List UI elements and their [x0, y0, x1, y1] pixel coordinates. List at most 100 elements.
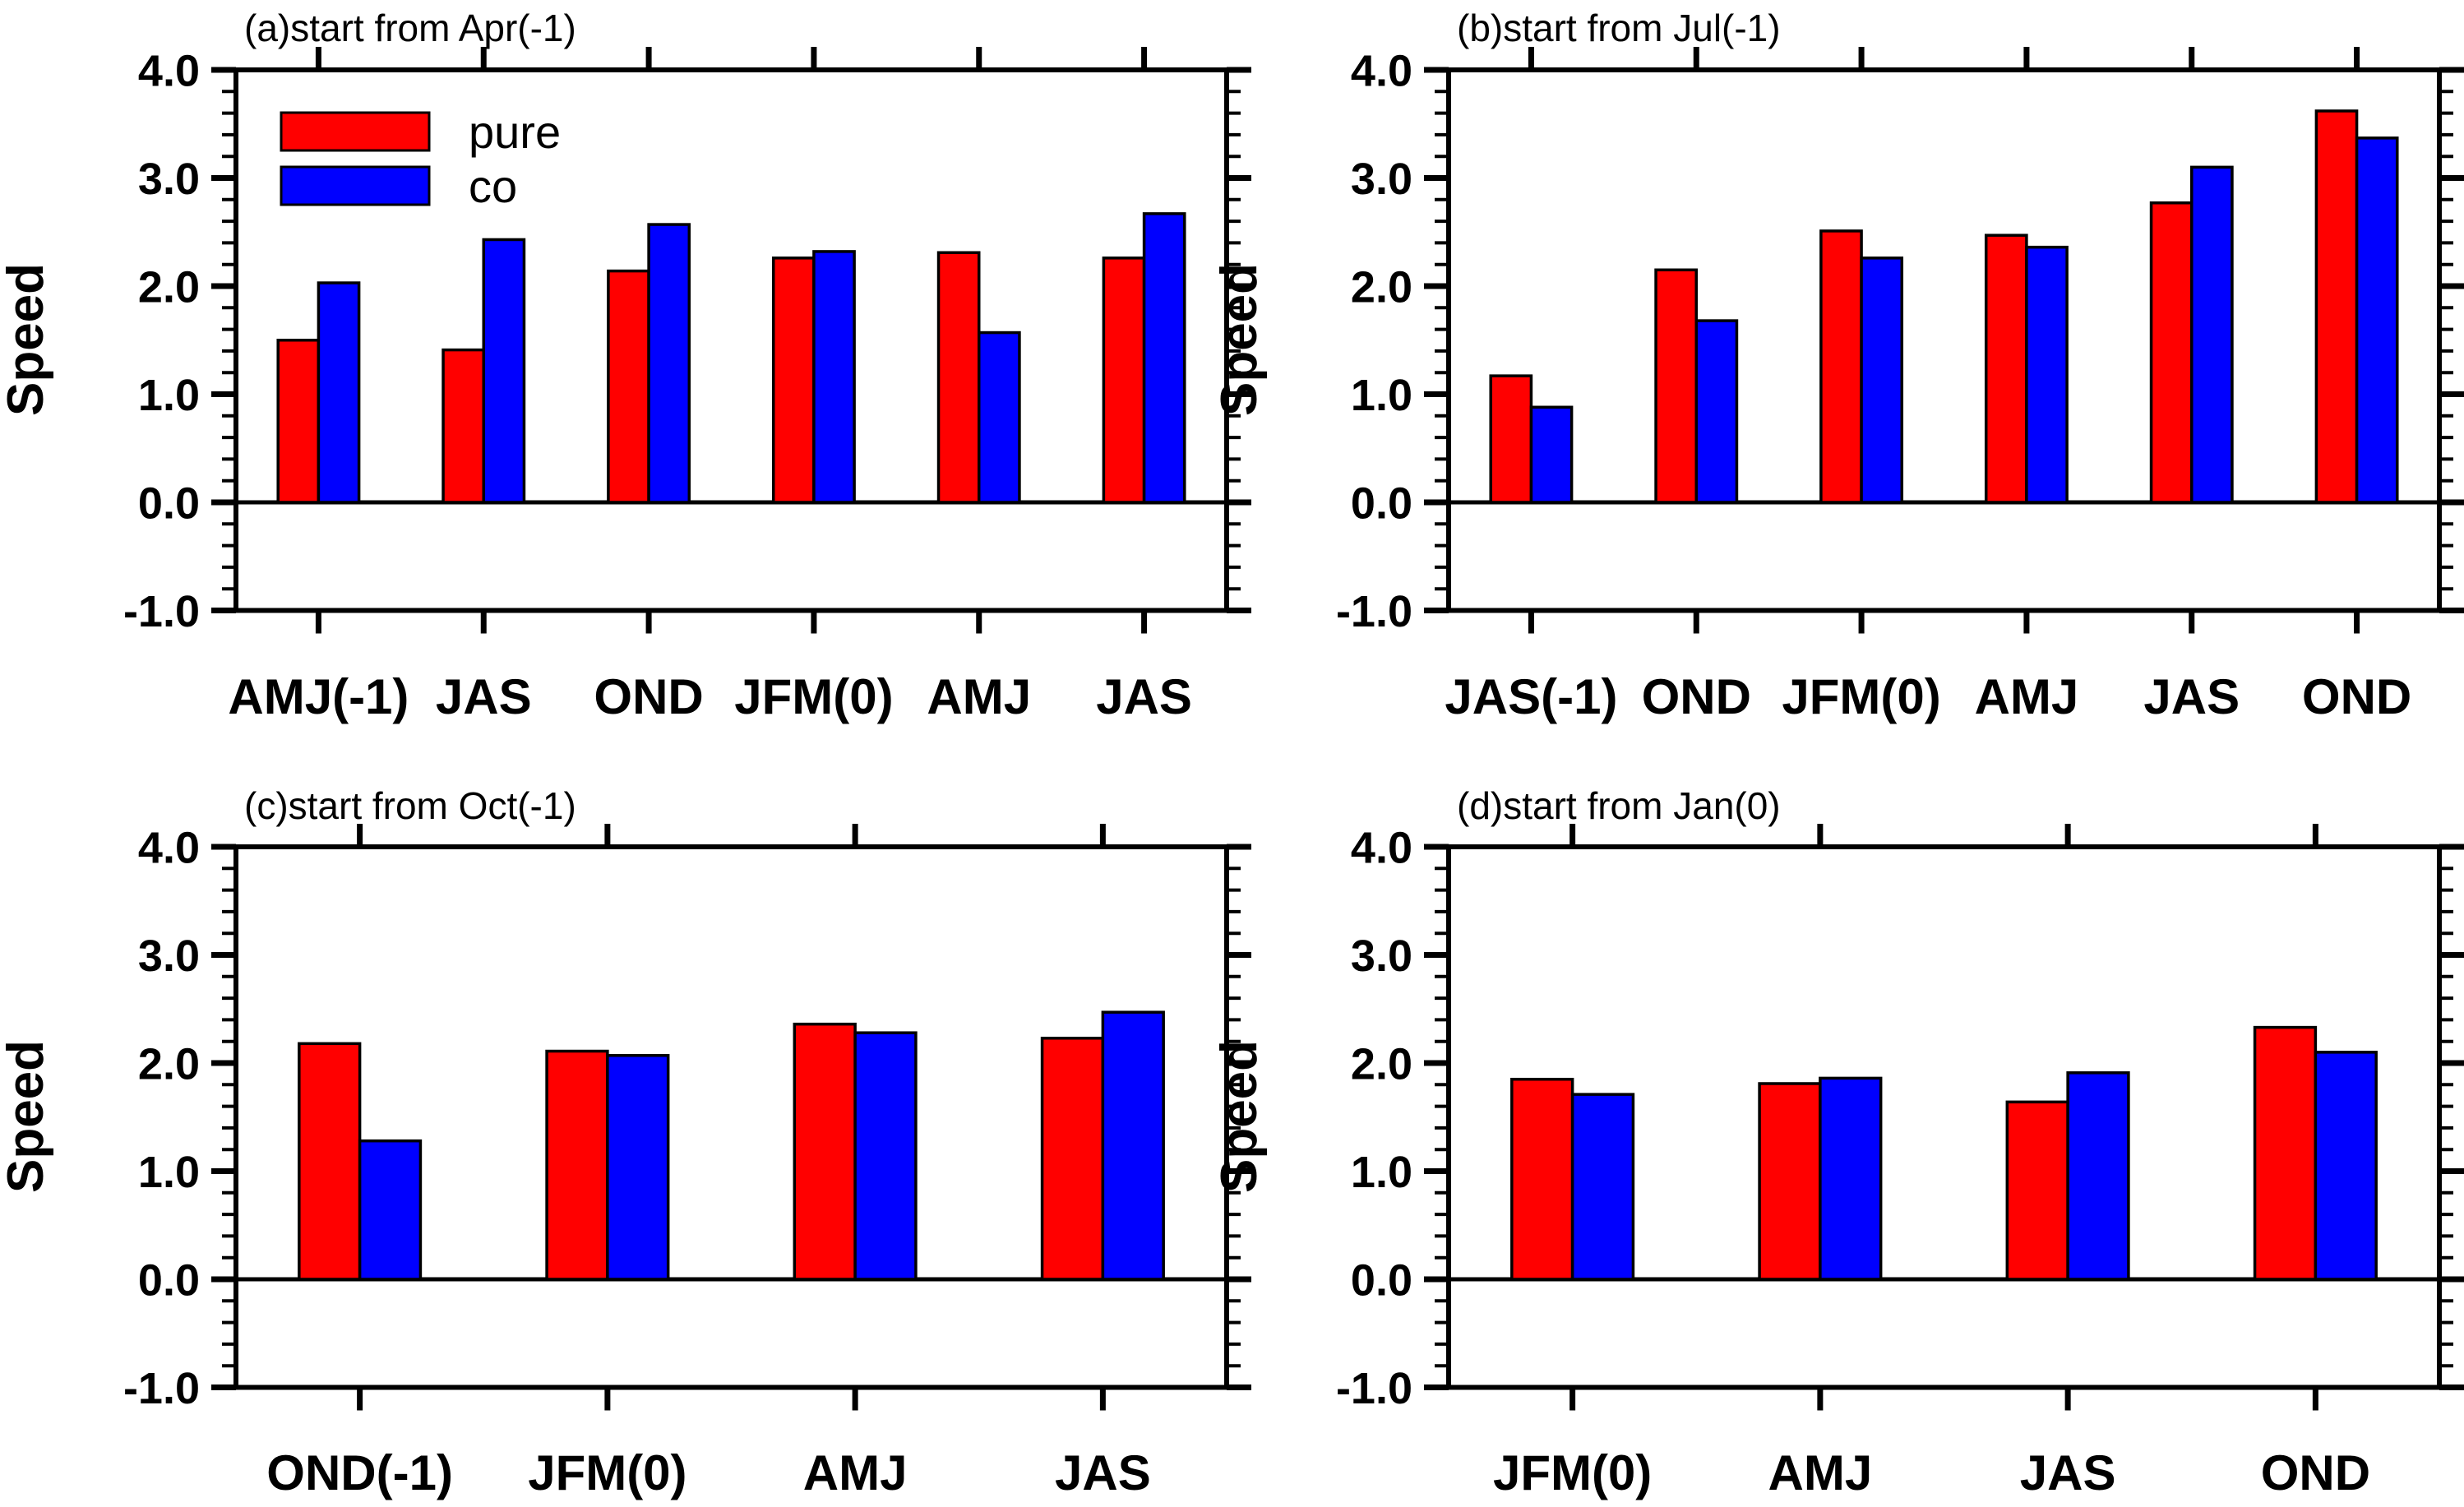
- panel-d-title: (d)start from Jan(0): [1457, 784, 1781, 827]
- y-tick-label: 1.0: [1351, 1148, 1412, 1197]
- bar-co-OND: [647, 223, 691, 504]
- bar-pure-AMJ: [1758, 1082, 1822, 1281]
- y-tick-label: 4.0: [138, 823, 200, 872]
- x-category-label: JFM(0): [1493, 1445, 1652, 1500]
- bar-co-AMJ: [1819, 1076, 1883, 1281]
- y-tick-label: 0.0: [138, 1255, 200, 1305]
- bar-co-AMJ: [853, 1031, 918, 1281]
- bar-co-AMJ(-1): [317, 281, 361, 504]
- panel-a-title: (a)start from Apr(-1): [244, 7, 576, 49]
- bar-co-OND: [2314, 1051, 2378, 1281]
- bar-co-AMJ: [2025, 245, 2069, 504]
- y-tick-label: -1.0: [1336, 587, 1412, 636]
- y-axis-label: Speed: [1211, 1040, 1268, 1193]
- y-tick-label: 2.0: [1351, 262, 1412, 312]
- bar-pure-OND: [2253, 1025, 2318, 1281]
- y-tick-label: 1.0: [138, 1148, 200, 1197]
- y-tick-label: 0.0: [1351, 478, 1412, 528]
- x-category-label: AMJ: [927, 669, 1031, 724]
- x-category-label: AMJ: [1768, 1445, 1873, 1500]
- y-tick-label: 2.0: [138, 1039, 200, 1089]
- x-category-label: JAS(-1): [1445, 669, 1617, 724]
- panel-c-title: (c)start from Oct(-1): [244, 784, 576, 827]
- bar-co-JFM(0): [1860, 257, 1904, 504]
- y-tick-label: 4.0: [1351, 46, 1412, 95]
- x-category-label: JFM(0): [734, 669, 893, 724]
- y-tick-label: 0.0: [138, 478, 200, 528]
- y-tick-label: 3.0: [1351, 155, 1412, 204]
- y-tick-label: 4.0: [138, 46, 200, 95]
- bar-co-AMJ: [978, 331, 1021, 504]
- panel-b-frame: [1446, 67, 2442, 613]
- y-tick-label: 3.0: [138, 155, 200, 204]
- x-category-label: JAS: [436, 669, 532, 724]
- bar-pure-JAS(-1): [1489, 374, 1533, 504]
- panel-a: (a)start from Apr(-1) 4.0 3.0 2.0 1.0 0.0 -1.0…: [0, 7, 1251, 724]
- bar-co-JFM(0): [606, 1054, 670, 1281]
- panel-a-frame: [233, 67, 1229, 613]
- y-tick-label: 1.0: [138, 371, 200, 420]
- y-tick-label: -1.0: [123, 587, 200, 636]
- x-category-label: AMJ: [1975, 669, 2079, 724]
- panel-d: (d)start from Jan(0) 4.0 3.0 2.0 1.0 0.0 -1.0 J…: [1211, 784, 2464, 1500]
- y-tick-label: 3.0: [138, 931, 200, 981]
- bar-pure-AMJ(-1): [276, 339, 321, 504]
- legend-label-co: co: [469, 160, 517, 212]
- y-tick-label: 4.0: [1351, 823, 1412, 872]
- y-axis-label: Speed: [0, 263, 54, 416]
- bar-pure-OND: [2314, 109, 2359, 504]
- bar-pure-JAS: [441, 348, 486, 504]
- bar-pure-JAS: [1040, 1037, 1105, 1281]
- y-axis-label: Speed: [1211, 263, 1268, 416]
- bar-co-JAS: [2190, 165, 2234, 504]
- y-tick-label: 1.0: [1351, 371, 1412, 420]
- bar-co-JAS: [1101, 1010, 1165, 1281]
- x-category-label: AMJ: [803, 1445, 908, 1500]
- bar-co-JAS: [482, 238, 526, 504]
- bar-pure-JAS: [1102, 257, 1146, 504]
- bar-co-JAS: [2066, 1071, 2130, 1281]
- bar-pure-OND: [607, 269, 650, 504]
- panel-c: (c)start from Oct(-1) 4.0 3.0 2.0 1.0 0.0 -1.0…: [0, 784, 1251, 1500]
- panel-d-frame: [1446, 844, 2442, 1390]
- x-category-label: JAS: [2020, 1445, 2116, 1500]
- bar-pure-JFM(0): [545, 1049, 609, 1281]
- y-tick-label: 2.0: [138, 262, 200, 312]
- legend-swatch-co: [280, 165, 431, 206]
- x-category-label: JAS: [1096, 669, 1192, 724]
- panel-b: (b)start from Jul(-1) 4.0 3.0 2.0 1.0 0.0 -1.0…: [1211, 7, 2464, 724]
- bar-pure-AMJ: [793, 1022, 857, 1281]
- y-axis-label: Speed: [0, 1040, 54, 1193]
- y-tick-label: 0.0: [1351, 1255, 1412, 1305]
- x-category-label: JFM(0): [528, 1445, 686, 1500]
- bar-pure-AMJ: [936, 251, 981, 504]
- bar-pure-JAS: [2149, 201, 2194, 504]
- x-category-label: OND: [2302, 669, 2411, 724]
- bar-pure-JFM(0): [1510, 1077, 1574, 1281]
- legend-label-pure: pure: [469, 106, 561, 158]
- x-category-label: OND: [594, 669, 703, 724]
- bar-pure-JFM(0): [1819, 229, 1863, 504]
- bar-co-OND: [1694, 319, 1739, 504]
- bar-co-JFM(0): [1570, 1093, 1635, 1281]
- legend-swatch-pure: [280, 111, 431, 152]
- bar-co-JFM(0): [812, 250, 856, 504]
- y-tick-label: 2.0: [1351, 1039, 1412, 1089]
- y-tick-label: -1.0: [1336, 1364, 1412, 1413]
- bar-pure-AMJ: [1984, 233, 2028, 504]
- x-category-label: OND(-1): [266, 1445, 453, 1500]
- panel-b-title: (b)start from Jul(-1): [1457, 7, 1781, 49]
- x-category-label: JFM(0): [1782, 669, 1940, 724]
- bar-co-OND(-1): [358, 1139, 423, 1281]
- y-tick-label: 3.0: [1351, 931, 1412, 981]
- x-category-label: JAS: [2143, 669, 2240, 724]
- bar-co-JAS(-1): [1529, 405, 1574, 504]
- bar-pure-JAS: [2005, 1100, 2069, 1281]
- bar-pure-JFM(0): [771, 257, 816, 504]
- x-category-label: OND: [2261, 1445, 2370, 1500]
- panel-c-frame: [233, 844, 1229, 1390]
- bar-pure-OND(-1): [298, 1042, 362, 1281]
